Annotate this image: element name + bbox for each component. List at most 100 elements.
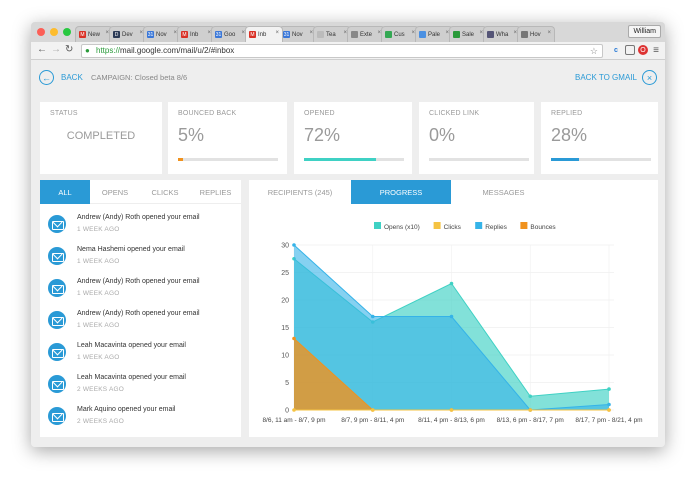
legend-label: Replies — [485, 224, 507, 231]
activity-item[interactable]: Leah Macavinta opened your email 2 WEEKS … — [48, 371, 238, 399]
campaign-title: CAMPAIGN: Closed beta 8/6 — [91, 73, 188, 82]
url-scheme: https:// — [96, 46, 121, 55]
extension-c-icon[interactable]: c — [614, 46, 618, 54]
activity-text: Nema Hashemi opened your email — [77, 246, 185, 253]
browser-tab[interactable]: M Inb × — [245, 26, 283, 42]
mail-icon — [48, 343, 66, 361]
tab-all[interactable]: ALL — [40, 180, 90, 204]
browser-tab[interactable]: 31 Goo × — [211, 26, 249, 42]
tab-favicon-icon — [351, 31, 358, 38]
close-circle-icon[interactable]: × — [642, 70, 657, 85]
tab-progress[interactable]: PROGRESS — [351, 180, 451, 204]
browser-window: M New × D Dev × 31 Nov × M Inb × 31 Goo × M Inb × 31 Nov × Te… — [31, 22, 665, 447]
mail-icon — [48, 279, 66, 297]
stat-progress-bar — [429, 158, 529, 161]
legend-swatch — [374, 222, 381, 229]
browser-tab[interactable]: Sale × — [449, 26, 487, 42]
tab-favicon-icon: 31 — [283, 31, 290, 38]
stat-card-clicked-link: CLICKED LINK 0% — [419, 102, 534, 174]
close-window-button[interactable] — [37, 28, 45, 36]
browser-tab[interactable]: D Dev × — [109, 26, 147, 42]
window-controls — [37, 28, 71, 36]
tab-favicon-icon — [317, 31, 324, 38]
tab-close-icon[interactable]: × — [241, 30, 245, 36]
stat-card-bounced-back: BOUNCED BACK 5% — [168, 102, 287, 174]
tab-favicon-icon: M — [79, 31, 86, 38]
tab-close-icon[interactable]: × — [309, 30, 313, 36]
x-tick-label: 8/7, 9 pm - 8/11, 4 pm — [341, 417, 404, 424]
activity-item[interactable]: Andrew (Andy) Roth opened your email 1 WE… — [48, 307, 238, 335]
address-bar[interactable]: ● https://mail.google.com/mail/u/2/#inbo… — [81, 44, 603, 58]
opera-extension-icon[interactable]: O — [638, 45, 648, 55]
browser-tab[interactable]: Hov × — [517, 26, 555, 42]
tab-close-icon[interactable]: × — [445, 30, 449, 36]
back-arrow-icon[interactable]: ← — [37, 44, 47, 55]
back-button[interactable]: BACK — [61, 73, 83, 82]
browser-tab[interactable]: Pale × — [415, 26, 453, 42]
back-circle-icon[interactable]: ← — [39, 70, 54, 85]
stat-progress-bar — [304, 158, 404, 161]
mail-icon — [48, 215, 66, 233]
tab-favicon-icon: 31 — [147, 31, 154, 38]
tab-close-icon[interactable]: × — [343, 30, 347, 36]
campaign-header: ← BACK CAMPAIGN: Closed beta 8/6 BACK TO… — [31, 60, 665, 96]
tab-messages[interactable]: MESSAGES — [482, 187, 525, 197]
activity-item[interactable]: Andrew (Andy) Roth opened your email 1 WE… — [48, 211, 238, 239]
tab-close-icon[interactable]: × — [275, 30, 279, 36]
browser-tab[interactable]: Wha × — [483, 26, 521, 42]
tab-close-icon[interactable]: × — [547, 30, 551, 36]
stat-value: 28% — [551, 125, 588, 145]
tab-close-icon[interactable]: × — [105, 30, 109, 36]
stat-card-opened: OPENED 72% — [294, 102, 412, 174]
tab-close-icon[interactable]: × — [207, 30, 211, 36]
progress-chart: Opens (x10) Clicks Replies Bounces 0 5 10 15 20 2… — [262, 222, 643, 424]
profile-button[interactable]: William — [628, 25, 661, 38]
tab-favicon-icon: D — [113, 31, 120, 38]
tab-opens[interactable]: OPENS — [101, 187, 129, 197]
tab-close-icon[interactable]: × — [513, 30, 517, 36]
tab-recipients[interactable]: RECIPIENTS (245) — [267, 187, 333, 197]
browser-tab[interactable]: Tea × — [313, 26, 351, 42]
stat-label: CLICKED LINK — [429, 110, 480, 117]
minimize-window-button[interactable] — [50, 28, 58, 36]
zoom-window-button[interactable] — [63, 28, 71, 36]
tab-close-icon[interactable]: × — [411, 30, 415, 36]
tab-favicon-icon: M — [181, 31, 188, 38]
forward-arrow-icon[interactable]: → — [51, 44, 61, 55]
activity-text: Andrew (Andy) Roth opened your email — [77, 310, 200, 317]
browser-tab[interactable]: 31 Nov × — [143, 26, 181, 42]
mail-icon — [48, 407, 66, 425]
activity-tabs: ALL OPENS CLICKS REPLIES — [40, 180, 241, 204]
activity-item[interactable]: Andrew (Andy) Roth opened your email 1 WE… — [48, 275, 238, 303]
stat-value: COMPLETED — [66, 130, 136, 142]
back-to-gmail-button[interactable]: BACK TO GMAIL — [575, 73, 637, 82]
menu-icon[interactable]: ≡ — [653, 44, 659, 56]
activity-text: Andrew (Andy) Roth opened your email — [77, 214, 200, 221]
mail-icon — [48, 375, 66, 393]
url-text: mail.google.com/mail/u/2/#inbox — [120, 46, 235, 55]
tab-close-icon[interactable]: × — [377, 30, 381, 36]
stat-progress-fill — [178, 158, 183, 161]
browser-tab[interactable]: Exte × — [347, 26, 385, 42]
browser-tab[interactable]: M Inb × — [177, 26, 215, 42]
tab-favicon-icon — [487, 31, 494, 38]
activity-item[interactable]: Leah Macavinta opened your email 1 WEEK A… — [48, 339, 238, 367]
browser-tab[interactable]: Cus × — [381, 26, 419, 42]
browser-tab[interactable]: 31 Nov × — [279, 26, 317, 42]
tab-clicks[interactable]: CLICKS — [151, 187, 179, 197]
tab-close-icon[interactable]: × — [173, 30, 177, 36]
cast-icon[interactable] — [625, 45, 635, 55]
tab-replies[interactable]: REPLIES — [199, 187, 232, 197]
activity-text: Leah Macavinta opened your email — [77, 342, 186, 349]
bookmark-star-icon[interactable]: ☆ — [589, 46, 598, 56]
tab-close-icon[interactable]: × — [479, 30, 483, 36]
browser-tab[interactable]: M New × — [75, 26, 113, 42]
point-clicks — [528, 408, 533, 412]
activity-item[interactable]: Mark Aquino opened your email 2 WEEKS AGO — [48, 403, 238, 431]
tab-favicon-icon: 31 — [215, 31, 222, 38]
tab-close-icon[interactable]: × — [139, 30, 143, 36]
activity-item[interactable]: Nema Hashemi opened your email 1 WEEK AGO — [48, 243, 238, 271]
point-replies — [449, 314, 454, 319]
reload-icon[interactable]: ↻ — [65, 44, 74, 55]
tab-favicon-icon — [419, 31, 426, 38]
